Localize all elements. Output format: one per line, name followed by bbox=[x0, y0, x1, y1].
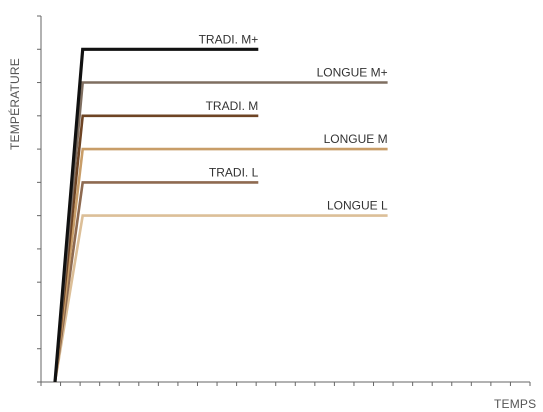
x-axis-label: TEMPS bbox=[494, 397, 537, 411]
series-line bbox=[53, 81, 388, 383]
chart-series bbox=[53, 47, 388, 383]
series-line bbox=[53, 47, 259, 383]
chart-axes bbox=[37, 15, 531, 386]
series-line bbox=[53, 114, 259, 383]
series-label: LONGUE M+ bbox=[317, 66, 388, 80]
series-label: TRADI. M bbox=[206, 99, 259, 113]
series-label: LONGUE L bbox=[327, 199, 388, 213]
series-label: TRADI. L bbox=[209, 165, 259, 179]
series-line bbox=[53, 214, 388, 383]
chart-series-labels: TRADI. M+ LONGUE M+ TRADI. M LONGUE M TRADI.… bbox=[199, 32, 388, 212]
series-line bbox=[53, 147, 388, 383]
series-label: TRADI. M+ bbox=[199, 32, 259, 46]
y-axis-label: TEMPÉRATURE bbox=[8, 58, 22, 150]
series-line bbox=[53, 181, 259, 383]
series-label: LONGUE M bbox=[324, 132, 388, 146]
y-axis-label-box: TEMPÉRATURE bbox=[8, 40, 22, 150]
